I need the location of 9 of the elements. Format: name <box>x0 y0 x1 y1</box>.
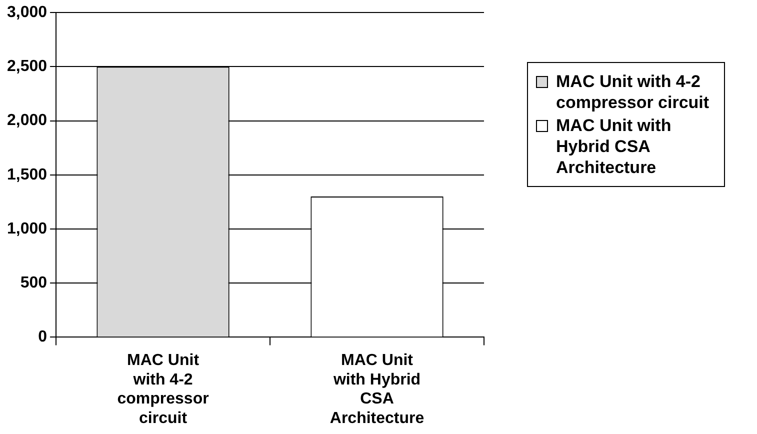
y-tick-label: 1,000 <box>6 220 48 238</box>
y-tick-label: 2,000 <box>6 112 48 130</box>
text: MAC Unit with Hybrid CSA Architecture <box>556 115 672 178</box>
y-tick-label: 0 <box>38 328 48 346</box>
legend-label: MAC Unit with 4-2 compressor circuit <box>556 71 710 113</box>
y-tick-label: 3,000 <box>6 4 48 22</box>
y-tick-label: 1,500 <box>6 166 48 184</box>
y-tick-label: 2,500 <box>6 58 48 76</box>
y-tick-label: 500 <box>20 274 48 292</box>
